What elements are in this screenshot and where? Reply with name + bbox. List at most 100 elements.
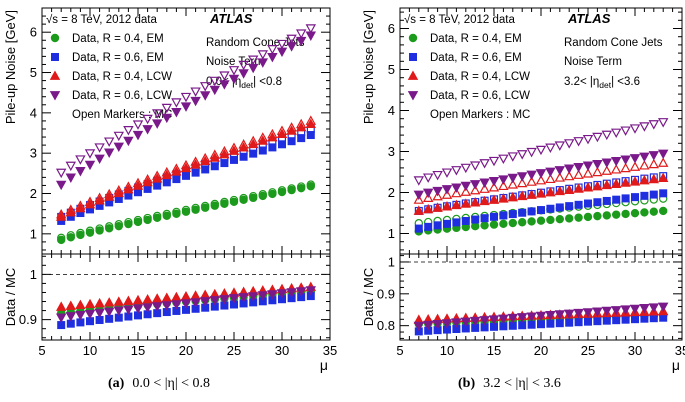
data-point xyxy=(489,220,499,229)
data-point xyxy=(469,180,481,190)
data-point xyxy=(199,155,211,166)
data-point xyxy=(630,208,640,218)
mc-point xyxy=(526,147,537,158)
legend-entry: Data, R = 0.4, LCW xyxy=(430,71,530,83)
ratio-point xyxy=(103,307,115,318)
ratio-point xyxy=(422,320,434,331)
data-point xyxy=(161,113,173,124)
data-point xyxy=(76,230,85,240)
data-point xyxy=(507,173,519,184)
y-tick-label: 4 xyxy=(388,103,395,118)
mc-point xyxy=(171,98,182,108)
ratio-point xyxy=(526,312,537,322)
x-tick-label: 5 xyxy=(396,343,403,358)
data-point xyxy=(151,119,163,129)
data-point xyxy=(142,176,153,187)
legend-marker xyxy=(49,91,61,101)
data-point xyxy=(219,148,230,159)
mc-point xyxy=(516,150,528,160)
data-point xyxy=(75,202,86,213)
data-point xyxy=(488,194,500,204)
data-point xyxy=(210,201,219,210)
mc-point xyxy=(479,159,490,169)
legend-entry: Data, R = 0.6, EM xyxy=(72,52,164,64)
ratio-point xyxy=(65,312,77,322)
ratio-point xyxy=(305,286,317,296)
info-line: Noise Term xyxy=(564,56,622,68)
mc-point xyxy=(507,152,519,162)
ratio-point xyxy=(247,292,259,302)
data-point xyxy=(257,135,269,145)
mc-point xyxy=(209,76,221,87)
data-point xyxy=(267,52,278,63)
ratio-y-tick-label: 1 xyxy=(30,267,37,282)
data-point xyxy=(516,190,528,201)
data-point xyxy=(181,207,191,216)
y-tick-label: 1 xyxy=(30,226,37,241)
data-point xyxy=(113,187,125,198)
ratio-point xyxy=(199,297,211,307)
y-axis-label: Pile-up Noise [GeV] xyxy=(3,10,18,124)
data-point xyxy=(201,165,210,174)
data-point xyxy=(230,155,239,164)
ratio-point xyxy=(629,304,641,315)
data-point xyxy=(621,194,630,203)
ratio-point xyxy=(113,306,125,316)
ratio-point xyxy=(555,319,564,328)
mc-point xyxy=(432,190,443,201)
ratio-y-axis-label: Data / MC xyxy=(3,268,18,327)
ratio-point xyxy=(413,321,425,332)
mc-point xyxy=(55,168,67,179)
legend-entry: Data, R = 0.6, LCW xyxy=(430,90,530,102)
mc-point xyxy=(286,34,297,45)
ratio-point xyxy=(432,320,443,330)
data-point xyxy=(545,167,556,178)
data-point xyxy=(471,222,480,231)
ratio-point xyxy=(295,287,307,297)
ratio-point xyxy=(151,293,163,303)
data-point xyxy=(66,233,76,242)
data-point xyxy=(180,162,192,173)
mc-point xyxy=(219,71,230,81)
data-point xyxy=(554,185,566,196)
data-point xyxy=(113,142,125,153)
mc-point xyxy=(610,128,622,139)
data-point xyxy=(593,198,602,207)
atlas-label: ATLAS xyxy=(209,11,253,26)
mc-point xyxy=(498,180,509,191)
mc-point xyxy=(582,134,594,145)
ratio-point xyxy=(276,289,288,299)
data-point xyxy=(488,176,500,187)
data-point xyxy=(452,218,461,227)
data-point xyxy=(620,177,631,187)
data-point xyxy=(582,161,594,171)
mc-point xyxy=(563,139,575,149)
mc-point xyxy=(451,187,462,198)
data-point xyxy=(601,179,613,190)
mc-point xyxy=(535,145,547,156)
mc-point xyxy=(610,164,622,174)
ratio-point xyxy=(123,305,134,315)
data-point xyxy=(171,108,182,118)
legend-entry: Data, R = 0.4, EM xyxy=(72,33,164,45)
data-point xyxy=(220,159,229,168)
data-point xyxy=(640,208,649,217)
data-point xyxy=(210,162,219,171)
data-point xyxy=(610,157,622,167)
x-tick-label: 20 xyxy=(179,343,193,358)
data-point xyxy=(171,166,182,176)
data-point xyxy=(229,197,239,206)
x-tick-label: 25 xyxy=(227,343,241,358)
ratio-point xyxy=(171,300,182,310)
mc-point xyxy=(573,137,584,147)
data-point xyxy=(190,159,201,169)
data-point xyxy=(460,198,472,208)
x-axis-label: μ xyxy=(672,357,680,373)
mc-point xyxy=(545,173,556,184)
ratio-point xyxy=(257,291,269,301)
mc-point xyxy=(648,120,660,130)
mc-point xyxy=(161,103,173,114)
series-triangle-down xyxy=(55,24,317,323)
x-tick-label: 20 xyxy=(534,343,548,358)
ratio-point xyxy=(546,319,555,328)
